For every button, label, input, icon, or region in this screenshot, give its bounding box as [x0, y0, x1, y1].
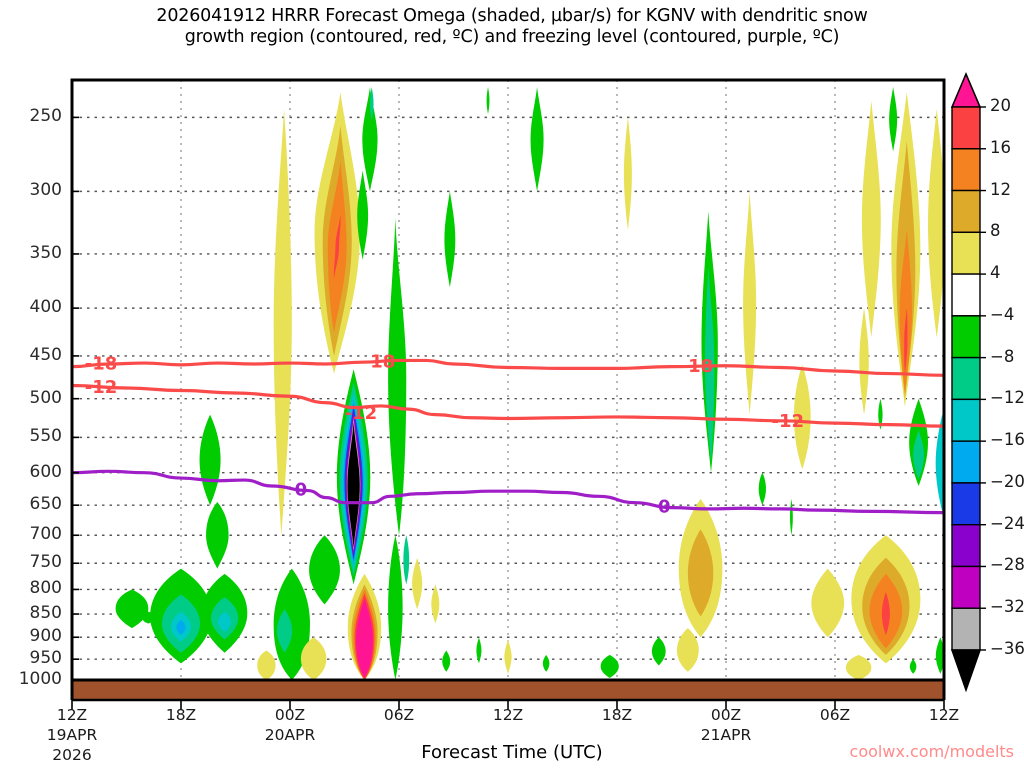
contour-label: -18 — [85, 353, 118, 374]
x-axis-title: Forecast Time (UTC) — [421, 742, 603, 763]
colorbar-tick-label: 16 — [990, 137, 1011, 157]
colorbar-tick-label: −20 — [990, 471, 1024, 491]
contour-label: -18 — [363, 351, 396, 372]
x-axis-tick-label: 12Z — [928, 706, 960, 724]
x-axis-year-label: 2026 — [52, 746, 92, 764]
contour-label: -12 — [85, 377, 118, 398]
x-axis-tick-label: 06Z — [819, 706, 851, 724]
chart-title-line-1: 2026041912 HRRR Forecast Omega (shaded, … — [156, 6, 868, 26]
x-axis-tick-label: 06Z — [383, 706, 415, 724]
y-axis-tick-label: 400 — [29, 297, 62, 318]
y-axis-tick-label: 800 — [29, 578, 62, 599]
contour-label: -18 — [681, 356, 714, 377]
colorbar-tick-label: 8 — [990, 221, 1001, 241]
colorbar-tick-label: −24 — [990, 513, 1024, 533]
y-axis-tick-label: 350 — [29, 242, 62, 263]
colorbar-tick-label: −16 — [990, 430, 1024, 450]
y-axis-tick-label: 450 — [29, 344, 62, 365]
x-axis-date-label: 20APR — [264, 726, 316, 744]
y-axis-tick-label: 650 — [29, 494, 62, 515]
colorbar-tick-label: −8 — [990, 346, 1015, 366]
y-axis-tick-label: 1000 — [18, 669, 62, 689]
contour-label: -12 — [772, 411, 805, 432]
y-axis-tick-label: 850 — [29, 603, 62, 624]
chart-title-line-2: growth region (contoured, red, ºC) and f… — [184, 27, 840, 47]
y-axis-tick-label: 500 — [29, 387, 62, 408]
watermark-link[interactable]: coolwx.com/modelts — [849, 742, 1014, 761]
y-axis-tick-label: 550 — [29, 426, 62, 447]
contour-label: 0 — [658, 497, 671, 518]
x-tick-marks — [71, 700, 945, 710]
line-contours: -18 -18 -18 -12 -12 -12 0 0 — [72, 351, 944, 518]
contour-label: -12 — [345, 403, 378, 424]
y-axis-tick-label: 250 — [29, 106, 62, 127]
x-axis-tick-label: 12Z — [56, 706, 88, 724]
x-axis-tick-label: 18Z — [601, 706, 633, 724]
colorbar-tick-label: −12 — [990, 388, 1024, 408]
colorbar — [950, 71, 986, 693]
ground-bar — [72, 680, 944, 700]
colorbar-tick-label: 12 — [990, 179, 1011, 199]
y-axis-tick-label: 700 — [29, 524, 62, 545]
y-axis-tick-label: 750 — [29, 552, 62, 573]
colorbar-tick-label: −32 — [990, 597, 1024, 617]
y-axis-tick-label: 950 — [29, 648, 62, 669]
omega-shaded-field — [115, 87, 944, 680]
x-axis-tick-label: 00Z — [274, 706, 306, 724]
contour-label: 0 — [295, 480, 308, 501]
colorbar-tick-label: −36 — [990, 639, 1024, 658]
x-axis-tick-label: 00Z — [710, 706, 742, 724]
x-axis-tick-label: 18Z — [165, 706, 197, 724]
x-axis-date-label: 19APR — [46, 726, 98, 744]
y-axis-tick-label: 600 — [29, 461, 62, 482]
colorbar-tick-label: 4 — [990, 263, 1001, 283]
x-axis-date-label: 21APR — [700, 726, 752, 744]
colorbar-tick-label: −28 — [990, 555, 1024, 575]
colorbar-tick-label: −4 — [990, 304, 1015, 324]
y-tick-marks — [72, 116, 79, 681]
y-axis-tick-label: 300 — [29, 180, 62, 201]
y-axis-tick-label: 900 — [29, 626, 62, 647]
x-axis-tick-label: 12Z — [492, 706, 524, 724]
chart-title: 2026041912 HRRR Forecast Omega (shaded, … — [0, 6, 1024, 48]
colorbar-tick-label: 20 — [990, 96, 1011, 115]
